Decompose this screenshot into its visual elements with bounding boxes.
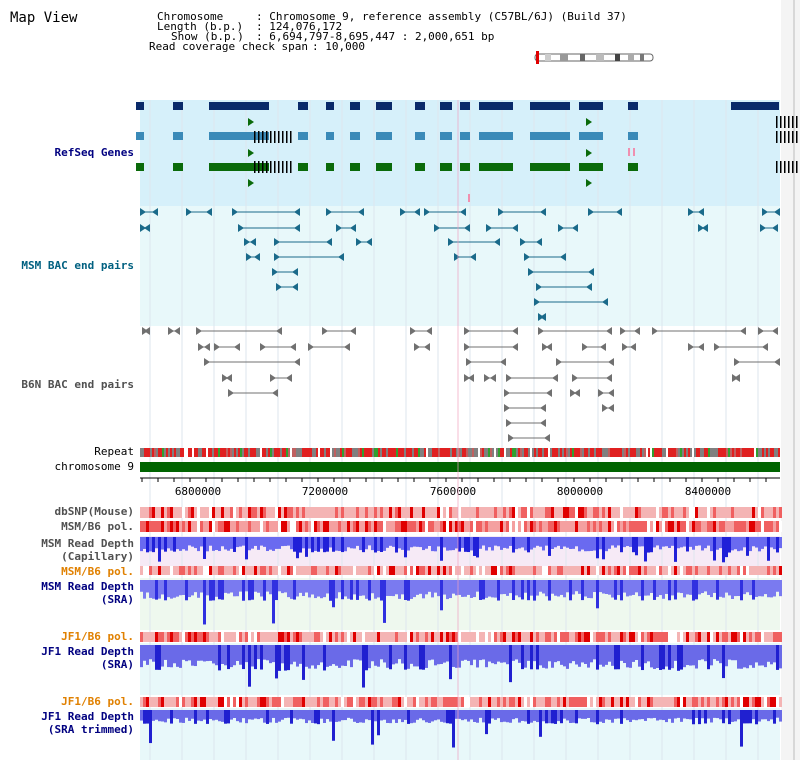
chromosome-bar (140, 462, 780, 472)
gene-feature[interactable] (173, 132, 183, 140)
gene-feature[interactable] (326, 102, 334, 110)
tick-label-7200000: 7200000 (302, 485, 348, 498)
gene-feature[interactable] (479, 132, 513, 140)
dbsnp-label: dbSNP(Mouse) (54, 505, 134, 518)
gene-feature[interactable] (579, 163, 603, 171)
gene-feature[interactable] (530, 102, 570, 110)
repeat-label: Repeat (94, 445, 134, 458)
tick-label-7600000: 7600000 (430, 485, 476, 498)
tick-label-8400000: 8400000 (685, 485, 731, 498)
msm-bac-pairs[interactable] (140, 208, 780, 321)
page-title: Map View (10, 10, 78, 26)
gene-feature[interactable] (579, 102, 603, 110)
gene-feature[interactable] (298, 163, 308, 171)
gene-feature[interactable] (298, 102, 308, 110)
gene-feature[interactable] (173, 102, 183, 110)
gene-feature[interactable] (440, 163, 452, 171)
gene-feature[interactable] (415, 163, 425, 171)
gene-feature[interactable] (136, 132, 144, 140)
gene-feature[interactable] (376, 102, 392, 110)
gene-feature[interactable] (350, 132, 360, 140)
chromosome-label: Chromosome (157, 10, 224, 23)
gene-feature[interactable] (298, 132, 308, 140)
gene-feature[interactable] (628, 132, 638, 140)
msm-pol-label: MSM/B6 pol. (61, 520, 134, 533)
jf1-pol-label: JF1/B6 pol. (61, 630, 134, 643)
gene-feature[interactable] (731, 102, 779, 110)
gene-feature[interactable] (628, 102, 638, 110)
gene-feature[interactable] (209, 132, 269, 140)
jf1-sra-depth-label-1: JF1 Read Depth (41, 645, 134, 658)
chromosome-label-track: chromosome 9 (54, 460, 134, 473)
msm-sra-depth-label-2: (SRA) (100, 593, 134, 606)
gene-feature[interactable] (326, 132, 334, 140)
gene-feature[interactable] (460, 132, 470, 140)
gene-feature[interactable] (440, 132, 452, 140)
right-border (781, 0, 800, 760)
position-axis: 6800000 7200000 7600000 8000000 8400000 (140, 477, 780, 498)
jf1-sra-depth-label-2: (SRA) (100, 658, 134, 671)
gene-feature[interactable] (479, 102, 513, 110)
show-label: Show (b.p.) (171, 30, 244, 43)
refseq-genes-label: RefSeq Genes (54, 146, 134, 159)
tick-label-6800000: 6800000 (175, 485, 221, 498)
gene-feature[interactable] (415, 132, 425, 140)
gene-feature[interactable] (376, 163, 392, 171)
b6n-bac-label: B6N BAC end pairs (21, 378, 134, 391)
b6n-bac-pairs[interactable] (142, 327, 780, 442)
length-label: Length (b.p.) (157, 20, 244, 33)
gene-feature[interactable] (415, 102, 425, 110)
gene-feature[interactable] (530, 163, 570, 171)
msm-sra-depth-label-1: MSM Read Depth (41, 580, 134, 593)
refseq-genes[interactable] (136, 102, 800, 202)
jf1-trim-depth-label-2: (SRA trimmed) (47, 723, 134, 736)
msm-bac-label: MSM BAC end pairs (21, 259, 134, 272)
gene-feature[interactable] (579, 132, 603, 140)
jf1-pol2-label: JF1/B6 pol. (61, 695, 134, 708)
gene-feature[interactable] (530, 132, 570, 140)
gene-feature[interactable] (136, 102, 144, 110)
gene-feature[interactable] (350, 102, 360, 110)
jf1-trim-depth-label-1: JF1 Read Depth (41, 710, 134, 723)
gene-feature[interactable] (479, 163, 513, 171)
read-depth-tracks (140, 537, 782, 748)
repeat-track (140, 448, 780, 457)
gene-feature[interactable] (628, 163, 638, 171)
refseq-track-bg (140, 100, 780, 206)
msm-cap-depth-label-2: (Capillary) (61, 550, 134, 563)
length-value: : 124,076,172 (256, 20, 343, 33)
gene-feature[interactable] (173, 163, 183, 171)
gene-feature[interactable] (209, 102, 269, 110)
gene-feature[interactable] (460, 163, 470, 171)
coverage-value: : 10,000 (312, 40, 365, 53)
msm-bac-track-bg (140, 206, 780, 326)
gene-feature[interactable] (209, 163, 269, 171)
gene-feature[interactable] (460, 102, 470, 110)
coverage-label: Read coverage check span (149, 40, 308, 53)
polymorphism-heat-tracks (140, 507, 782, 707)
gene-feature[interactable] (350, 163, 360, 171)
gene-feature[interactable] (376, 132, 392, 140)
msm-pol2-label: MSM/B6 pol. (61, 565, 134, 578)
gene-feature[interactable] (326, 163, 334, 171)
gene-feature[interactable] (136, 163, 144, 171)
chromosome-ideogram[interactable] (534, 51, 654, 64)
chromosome-value: : Chromosome 9, reference assembly (C57B… (256, 10, 627, 23)
show-value: : 6,694,797-8,695,447 : 2,000,651 bp (256, 30, 495, 43)
msm-cap-depth-label-1: MSM Read Depth (41, 537, 134, 550)
tick-label-8000000: 8000000 (557, 485, 603, 498)
gene-feature[interactable] (440, 102, 452, 110)
